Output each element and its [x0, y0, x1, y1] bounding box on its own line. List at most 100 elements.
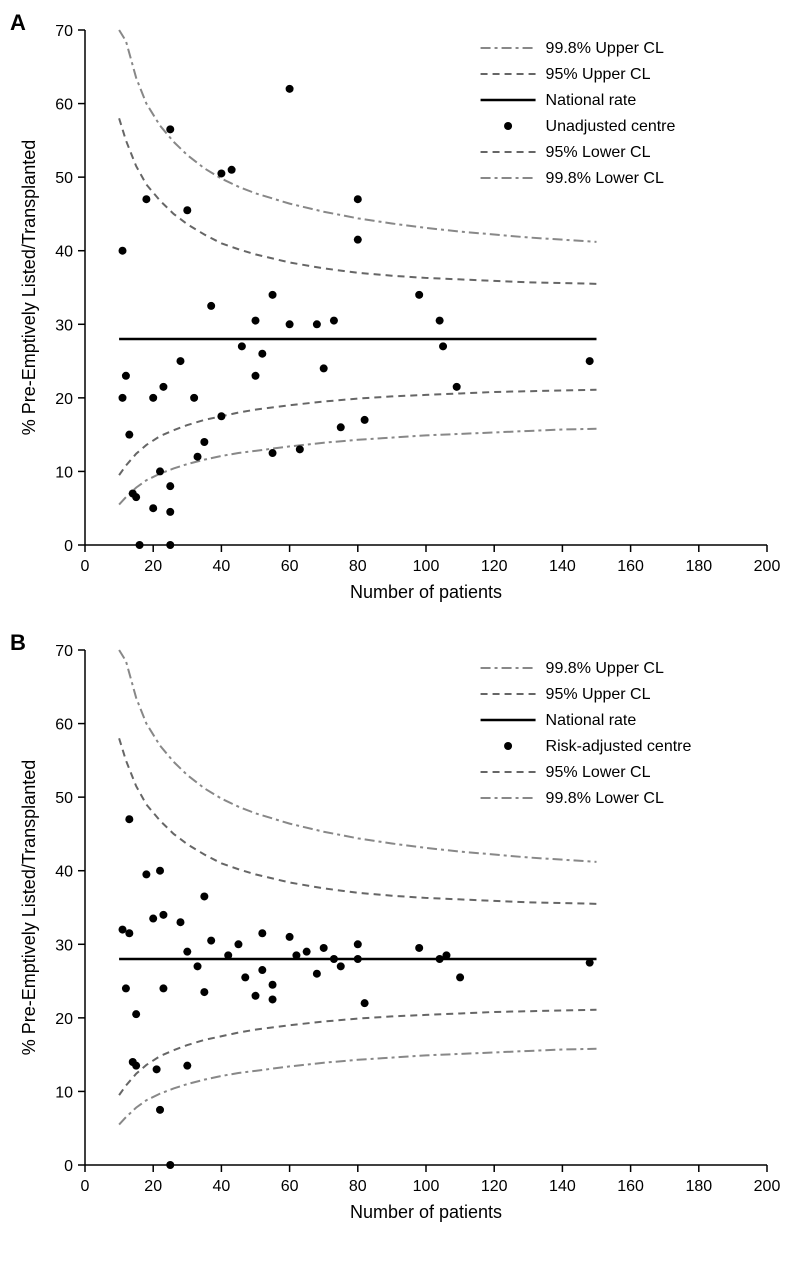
- centre-marker: [153, 1065, 161, 1073]
- centre-marker: [132, 1062, 140, 1070]
- x-tick-label: 200: [754, 558, 781, 575]
- centre-marker: [252, 372, 260, 380]
- centre-marker: [156, 1106, 164, 1114]
- centre-marker: [337, 423, 345, 431]
- centre-marker: [194, 962, 202, 970]
- centre-marker: [122, 372, 130, 380]
- x-tick-label: 20: [144, 558, 162, 575]
- y-tick-label: 20: [55, 391, 73, 408]
- centre-marker: [320, 944, 328, 952]
- centre-marker: [252, 317, 260, 325]
- centre-marker: [320, 364, 328, 372]
- centre-marker: [166, 541, 174, 549]
- legend-label: National rate: [546, 712, 637, 729]
- centre-marker: [269, 291, 277, 299]
- x-tick-label: 100: [413, 1178, 440, 1195]
- legend-label: 99.8% Lower CL: [546, 790, 664, 807]
- x-tick-label: 80: [349, 1178, 367, 1195]
- y-tick-label: 50: [55, 170, 73, 187]
- centre-marker: [269, 995, 277, 1003]
- y-tick-label: 70: [55, 23, 73, 40]
- centre-marker: [241, 973, 249, 981]
- legend-swatch: [504, 742, 512, 750]
- y-tick-label: 30: [55, 317, 73, 334]
- y-tick-label: 10: [55, 1084, 73, 1101]
- y-tick-label: 20: [55, 1011, 73, 1028]
- legend-label: 95% Lower CL: [546, 144, 651, 161]
- centre-marker: [207, 302, 215, 310]
- centre-marker: [234, 940, 242, 948]
- centre-marker: [286, 85, 294, 93]
- legend-label: 95% Lower CL: [546, 764, 651, 781]
- panel-a-container: A 020406080100120140160180200Number of p…: [10, 10, 787, 610]
- y-tick-label: 10: [55, 464, 73, 481]
- centre-marker: [313, 970, 321, 978]
- cl-998-lower: [119, 1049, 596, 1125]
- x-tick-label: 140: [549, 1178, 576, 1195]
- centre-marker: [142, 870, 150, 878]
- centre-marker: [303, 948, 311, 956]
- centre-marker: [159, 383, 167, 391]
- y-tick-label: 0: [64, 538, 73, 555]
- y-tick-label: 0: [64, 1158, 73, 1175]
- y-tick-label: 40: [55, 244, 73, 261]
- x-axis-label: Number of patients: [350, 582, 502, 602]
- centre-marker: [286, 320, 294, 328]
- centre-marker: [354, 940, 362, 948]
- centre-marker: [149, 915, 157, 923]
- centre-marker: [586, 959, 594, 967]
- centre-marker: [269, 981, 277, 989]
- centre-marker: [125, 815, 133, 823]
- legend-label: 95% Upper CL: [546, 686, 651, 703]
- centre-marker: [176, 357, 184, 365]
- centre-marker: [119, 394, 127, 402]
- legend-label: 99.8% Upper CL: [546, 40, 664, 57]
- centre-marker: [286, 933, 294, 941]
- legend-swatch: [504, 122, 512, 130]
- y-tick-label: 60: [55, 717, 73, 734]
- chart-b: 020406080100120140160180200Number of pat…: [10, 630, 787, 1230]
- cl-998-upper: [119, 650, 596, 862]
- centre-marker: [217, 412, 225, 420]
- legend-label: Risk-adjusted centre: [546, 738, 692, 755]
- centre-marker: [415, 291, 423, 299]
- centre-marker: [166, 1161, 174, 1169]
- centre-marker: [136, 541, 144, 549]
- y-tick-label: 50: [55, 790, 73, 807]
- chart-a: 020406080100120140160180200Number of pat…: [10, 10, 787, 610]
- centre-marker: [200, 988, 208, 996]
- centre-marker: [156, 467, 164, 475]
- x-tick-label: 40: [213, 558, 231, 575]
- centre-marker: [354, 236, 362, 244]
- x-tick-label: 180: [685, 1178, 712, 1195]
- centre-marker: [142, 195, 150, 203]
- x-tick-label: 120: [481, 558, 508, 575]
- centre-marker: [296, 445, 304, 453]
- x-tick-label: 200: [754, 1178, 781, 1195]
- centre-marker: [166, 508, 174, 516]
- legend-label: National rate: [546, 92, 637, 109]
- centre-marker: [258, 929, 266, 937]
- centre-marker: [183, 206, 191, 214]
- centre-marker: [125, 929, 133, 937]
- y-axis-label: % Pre-Emptively Listed/Transplanted: [19, 760, 39, 1055]
- x-axis-label: Number of patients: [350, 1202, 502, 1222]
- centre-marker: [436, 955, 444, 963]
- legend-label: 99.8% Upper CL: [546, 660, 664, 677]
- centre-marker: [217, 169, 225, 177]
- x-tick-label: 100: [413, 558, 440, 575]
- centre-marker: [190, 394, 198, 402]
- centre-marker: [337, 962, 345, 970]
- x-tick-label: 20: [144, 1178, 162, 1195]
- centre-marker: [269, 449, 277, 457]
- centre-marker: [586, 357, 594, 365]
- centre-marker: [224, 951, 232, 959]
- centre-marker: [200, 438, 208, 446]
- centre-marker: [258, 966, 266, 974]
- centre-marker: [252, 992, 260, 1000]
- centre-marker: [330, 317, 338, 325]
- centre-marker: [149, 504, 157, 512]
- centre-marker: [313, 320, 321, 328]
- y-tick-label: 30: [55, 937, 73, 954]
- cl-998-lower: [119, 429, 596, 505]
